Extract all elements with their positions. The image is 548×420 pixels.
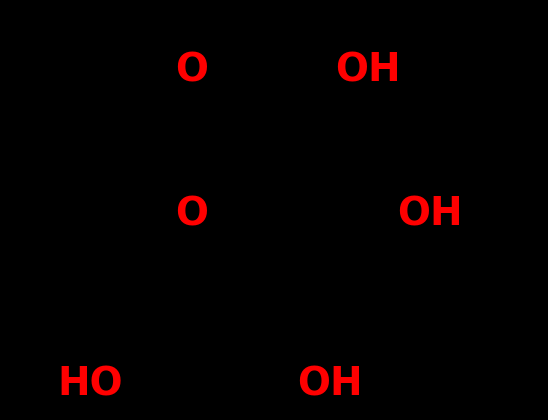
Text: O: O xyxy=(175,52,208,90)
Text: OH: OH xyxy=(397,195,463,233)
Text: OH: OH xyxy=(297,365,363,403)
Text: O: O xyxy=(175,195,208,233)
Text: HO: HO xyxy=(57,365,123,403)
Text: OH: OH xyxy=(335,52,401,90)
